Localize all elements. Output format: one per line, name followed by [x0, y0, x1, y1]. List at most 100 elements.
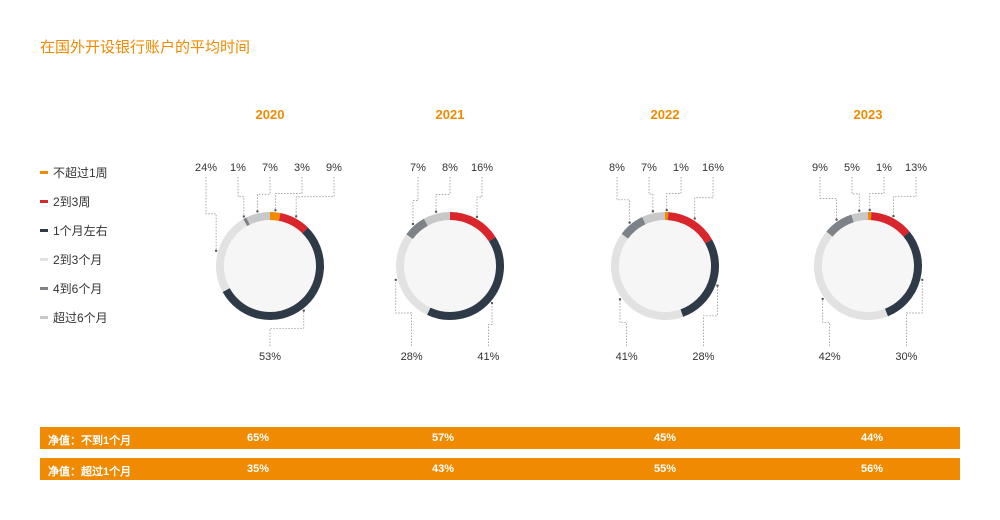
- leader-line: [869, 177, 885, 211]
- chart-title: 在国外开设银行账户的平均时间: [40, 39, 251, 56]
- leader-dot: [490, 301, 494, 305]
- donut-chart: 2023 9% 5% 1% 13% 42% 30%: [812, 107, 927, 363]
- leader-line: [435, 177, 451, 212]
- legend-swatch: [40, 258, 48, 261]
- donut-center: [619, 220, 711, 312]
- segment-value-label: 1%: [673, 162, 689, 174]
- segment-value-label: 28%: [401, 351, 423, 363]
- donut-segment: [246, 212, 271, 225]
- leader-dot: [394, 278, 397, 282]
- chart-year-title: 2022: [651, 107, 680, 122]
- leader-dot: [214, 249, 218, 252]
- segment-value-label: 24%: [195, 162, 217, 174]
- leader-dot: [716, 284, 719, 287]
- donut-segment: [216, 219, 248, 292]
- segment-value-label: 42%: [819, 351, 841, 363]
- segment-value-label: 7%: [410, 162, 426, 174]
- segment-value-label: 30%: [895, 351, 917, 363]
- legend-swatch: [40, 200, 48, 203]
- leader-line: [822, 298, 830, 346]
- donut-segment: [222, 227, 324, 320]
- donut-segment: [621, 217, 646, 239]
- summary-row: 净值：超过1个月 35% 43% 55% 56%: [40, 458, 960, 480]
- donut-segment: [884, 231, 922, 317]
- leader-dot: [475, 215, 479, 219]
- summary-value: 56%: [860, 463, 884, 475]
- summary-value: 55%: [653, 463, 677, 475]
- legend-item: 不超过1周: [40, 158, 108, 187]
- leader-dot: [651, 210, 655, 213]
- leader-line: [269, 310, 305, 346]
- segment-value-label: 9%: [326, 162, 342, 174]
- segment-value-label: 16%: [702, 162, 724, 174]
- leader-line: [819, 177, 837, 220]
- leader-dot: [434, 210, 438, 213]
- summary-value: 35%: [246, 463, 270, 475]
- legend-item: 2到3个月: [40, 245, 108, 274]
- donut-segment: [814, 231, 888, 320]
- segment-value-label: 8%: [609, 162, 625, 174]
- leader-dot: [693, 217, 696, 220]
- leader-dot: [302, 309, 305, 312]
- legend-label: 不超过1周: [53, 166, 108, 180]
- donut-charts: 2020 24% 1% 7% 3% 9% 53% 2021 7% 8% 16% 28% 41% 2022 8…: [195, 107, 927, 363]
- leader-line: [476, 177, 483, 217]
- donut-center: [404, 220, 496, 312]
- legend-item: 1个月左右: [40, 216, 108, 245]
- summary-value: 57%: [431, 432, 455, 444]
- donut-segment: [826, 214, 854, 237]
- segment-value-label: 1%: [876, 162, 892, 174]
- legend-label: 超过6个月: [53, 311, 108, 325]
- donut-segment: [667, 212, 713, 244]
- legend-swatch: [40, 287, 48, 290]
- segment-value-label: 7%: [262, 162, 278, 174]
- legend-item: 2到3周: [40, 187, 108, 216]
- leader-dot: [411, 222, 415, 226]
- segment-value-label: 1%: [230, 162, 246, 174]
- segment-value-label: 3%: [294, 162, 310, 174]
- legend-swatch: [40, 316, 48, 319]
- donut-segment: [851, 212, 869, 223]
- leader-dot: [256, 210, 259, 213]
- leader-dot: [618, 298, 622, 301]
- donut-chart: 2022 8% 7% 1% 16% 41% 28%: [609, 107, 724, 363]
- leader-dot: [665, 208, 668, 212]
- segment-value-label: 9%: [812, 162, 828, 174]
- leader-line: [275, 177, 303, 211]
- segment-value-label: 7%: [641, 162, 657, 174]
- legend-item: 4到6个月: [40, 274, 108, 303]
- leader-line: [295, 177, 335, 217]
- leader-dot: [835, 218, 838, 221]
- leader-line: [257, 177, 271, 212]
- leader-line: [648, 177, 654, 212]
- donut-segment: [680, 239, 719, 317]
- donut-segment: [406, 218, 429, 240]
- legend-label: 4到6个月: [53, 282, 103, 296]
- legend: 不超过1周 2到3周 1个月左右 2到3个月 4到6个月 超过6个月: [40, 158, 108, 332]
- donut-segment: [278, 213, 308, 234]
- donut-chart: 2020 24% 1% 7% 3% 9% 53%: [195, 107, 342, 363]
- segment-value-label: 5%: [844, 162, 860, 174]
- summary-row: 净值：不到1个月 65% 57% 45% 44%: [40, 427, 960, 449]
- leader-dot: [242, 215, 246, 218]
- segment-value-label: 53%: [259, 351, 281, 363]
- chart-year-title: 2021: [436, 107, 465, 122]
- leader-line: [703, 285, 718, 346]
- chart-year-title: 2023: [854, 107, 883, 122]
- donut-segment: [427, 237, 504, 320]
- donut-segment: [449, 212, 496, 242]
- leader-line: [616, 177, 630, 223]
- leader-line: [205, 177, 217, 251]
- segment-value-label: 28%: [692, 351, 714, 363]
- segment-value-label: 8%: [442, 162, 458, 174]
- segment-value-label: 41%: [477, 351, 499, 363]
- legend-swatch: [40, 229, 48, 232]
- segment-value-label: 41%: [616, 351, 638, 363]
- segment-value-label: 16%: [471, 162, 493, 174]
- donut-segment: [396, 234, 431, 315]
- legend-label: 2到3个月: [53, 253, 103, 267]
- leader-dot: [868, 208, 871, 212]
- chart-year-title: 2020: [256, 107, 285, 122]
- leader-line: [412, 177, 419, 224]
- summary-value: 45%: [653, 432, 677, 444]
